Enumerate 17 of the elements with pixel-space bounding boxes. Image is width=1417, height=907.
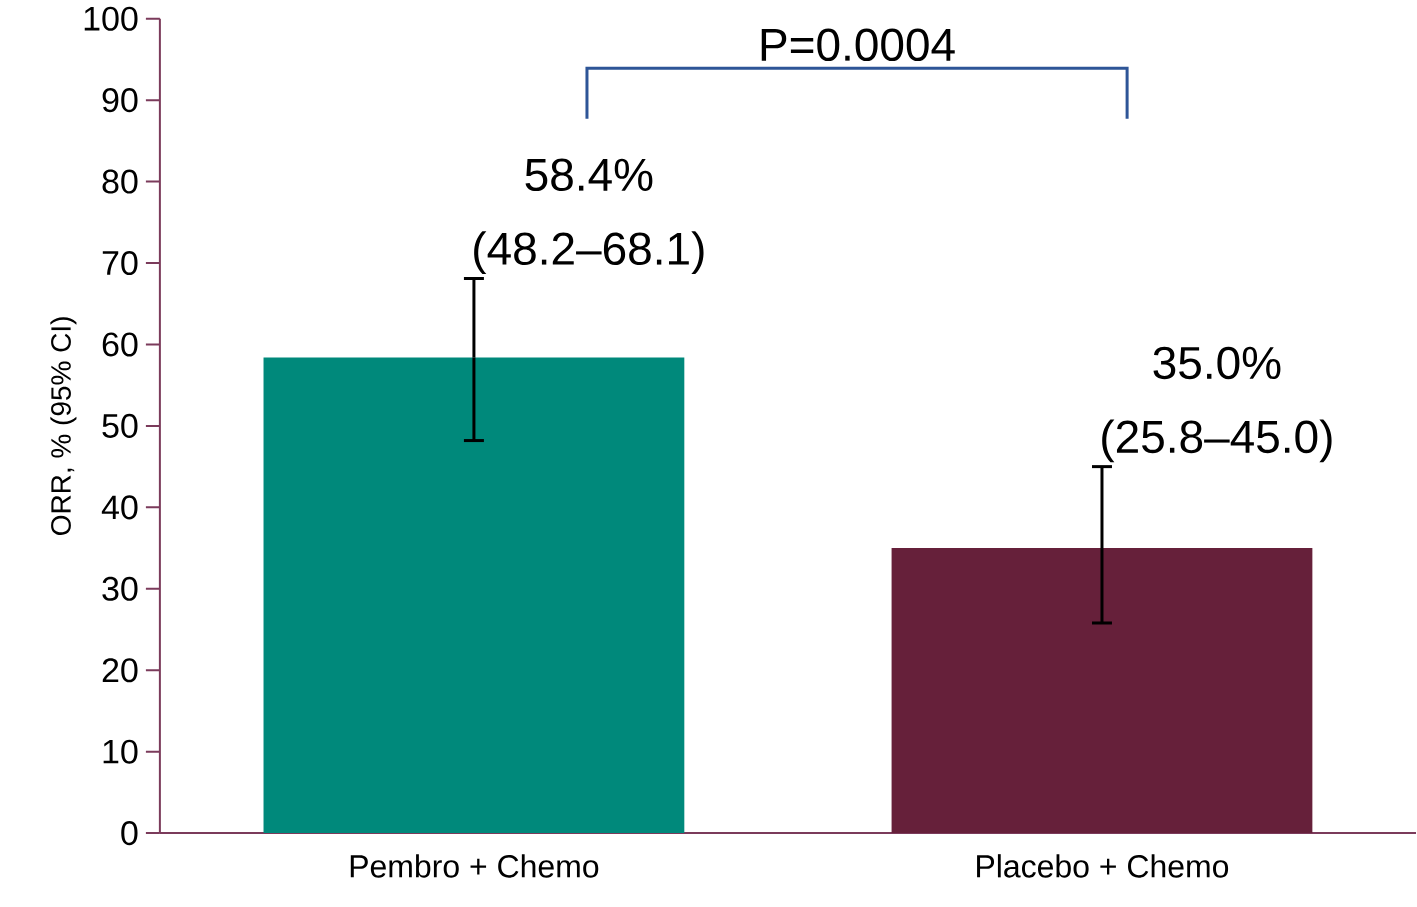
x-tick-label: Pembro + Chemo: [350, 854, 599, 878]
y-tick-label: 0: [121, 821, 138, 846]
y-tick-label: 100: [84, 6, 138, 31]
y-tick-label: 80: [102, 169, 138, 194]
y-tick-label: 50: [102, 413, 138, 438]
x-tick-label: Placebo + Chemo: [977, 854, 1229, 878]
y-tick-label: 10: [103, 739, 138, 764]
y-tick-label: 30: [102, 576, 138, 601]
y-tick-label: 70: [102, 250, 138, 276]
y-tick-label: 60: [102, 332, 138, 357]
y-tick-label: 20: [102, 658, 138, 683]
y-tick-label: 90: [102, 88, 138, 113]
annotation: P=0.0004: [761, 28, 955, 62]
y-axis-title: ORR, % (95% CI): [50, 317, 77, 535]
data-label: 58.4% (48.2–68.1): [474, 158, 704, 275]
y-tick-label: 40: [101, 495, 138, 520]
data-label: 35.0% (25.8–45.0): [1102, 346, 1332, 463]
